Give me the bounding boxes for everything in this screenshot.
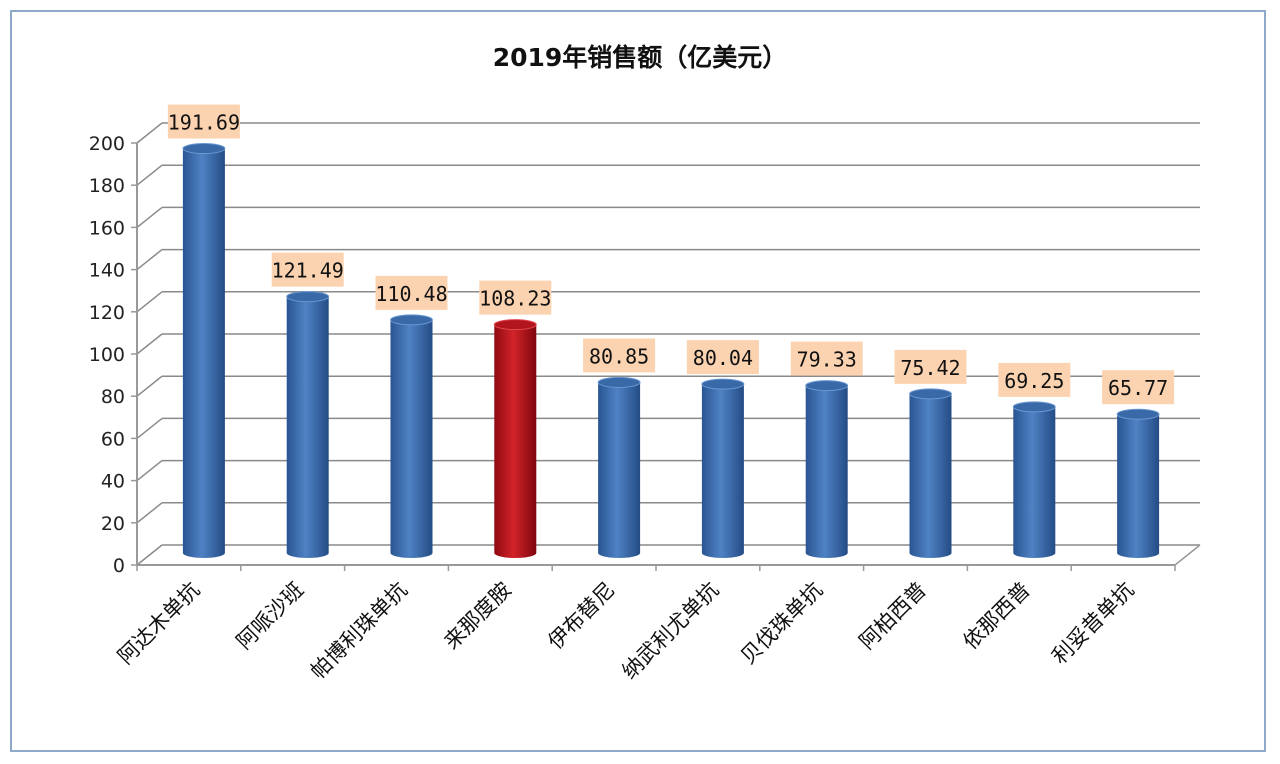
x-category-label: 阿哌沙班 bbox=[232, 578, 308, 654]
bar-body bbox=[390, 319, 433, 558]
x-category-label: 来那度胺 bbox=[439, 578, 515, 654]
bar-top bbox=[805, 380, 849, 392]
bar bbox=[1012, 401, 1056, 558]
gridline-diagonal bbox=[136, 544, 163, 566]
data-label-background bbox=[583, 338, 656, 373]
bar bbox=[701, 378, 745, 558]
bar-body bbox=[701, 384, 744, 558]
bar-body bbox=[1117, 414, 1160, 558]
bar-top bbox=[286, 291, 330, 303]
bar-top bbox=[909, 388, 952, 400]
data-label: 110.48 bbox=[375, 282, 447, 306]
gridline-diagonal bbox=[136, 460, 163, 482]
data-label-background bbox=[998, 362, 1071, 397]
gridline-diagonal bbox=[136, 417, 163, 439]
gridline-diagonal bbox=[136, 164, 163, 186]
bar-body bbox=[494, 324, 537, 558]
bar-top bbox=[597, 376, 641, 388]
y-tick-label: 120 bbox=[89, 302, 125, 324]
bar bbox=[493, 319, 537, 558]
data-label: 79.33 bbox=[797, 348, 857, 372]
y-tick-label: 20 bbox=[101, 513, 125, 535]
x-category-label: 纳武利尤单抗 bbox=[617, 578, 723, 684]
gridline-diagonal bbox=[136, 122, 163, 144]
bar bbox=[182, 143, 226, 558]
bar-top bbox=[1012, 401, 1056, 413]
chart-title: 2019年销售额（亿美元） bbox=[492, 43, 788, 72]
bar bbox=[597, 376, 641, 558]
bar-body bbox=[909, 393, 952, 558]
x-category-label: 伊布替尼 bbox=[543, 578, 619, 654]
y-tick-label: 40 bbox=[101, 471, 125, 493]
gridline-diagonal bbox=[136, 206, 163, 228]
gridline-diagonal bbox=[136, 502, 163, 524]
bar-body bbox=[182, 148, 225, 558]
gridline-diagonal bbox=[136, 375, 163, 397]
gridline-diagonal bbox=[136, 333, 163, 355]
bar-top bbox=[182, 143, 226, 155]
data-label: 121.49 bbox=[272, 259, 344, 283]
bar-body bbox=[598, 382, 641, 558]
x-category-label: 阿达木单抗 bbox=[113, 578, 204, 669]
bar bbox=[805, 380, 849, 558]
y-tick-label: 60 bbox=[101, 428, 125, 450]
gridline-diagonal bbox=[136, 291, 163, 313]
y-tick-label: 180 bbox=[89, 175, 125, 197]
data-label: 191.69 bbox=[168, 111, 240, 135]
data-label: 80.04 bbox=[693, 346, 753, 370]
x-category-label: 阿柏西普 bbox=[855, 578, 931, 654]
x-category-label: 贝伐珠单抗 bbox=[736, 578, 827, 669]
data-label-background bbox=[479, 280, 552, 315]
gridline-diagonal bbox=[136, 249, 163, 271]
bar-top bbox=[390, 314, 433, 326]
data-label: 65.77 bbox=[1108, 376, 1168, 400]
bar-top bbox=[1116, 408, 1160, 420]
bar bbox=[909, 388, 952, 558]
data-label: 108.23 bbox=[479, 287, 551, 311]
bar-body bbox=[1013, 406, 1056, 558]
y-tick-label: 0 bbox=[113, 555, 125, 577]
data-label-background bbox=[1102, 370, 1175, 405]
floor-edge bbox=[1174, 544, 1201, 566]
data-label: 69.25 bbox=[1004, 369, 1064, 393]
bar bbox=[286, 291, 330, 558]
y-tick-label: 80 bbox=[101, 386, 125, 408]
y-tick-label: 100 bbox=[89, 344, 125, 366]
x-category-label: 利妥昔单抗 bbox=[1047, 578, 1138, 669]
bar bbox=[1116, 408, 1160, 558]
chart-frame bbox=[10, 10, 1266, 752]
bar-body bbox=[286, 296, 329, 558]
data-label-background bbox=[894, 349, 967, 384]
y-tick-label: 200 bbox=[89, 133, 125, 155]
data-label-background bbox=[167, 104, 240, 139]
x-category-label: 帕博利珠单抗 bbox=[306, 578, 412, 684]
data-label: 80.85 bbox=[589, 344, 649, 368]
bar-top bbox=[493, 319, 537, 331]
x-category-label: 依那西普 bbox=[958, 578, 1034, 654]
bar-body bbox=[805, 385, 848, 558]
data-label-background bbox=[686, 340, 759, 375]
bar bbox=[390, 314, 433, 558]
data-label: 75.42 bbox=[900, 356, 960, 380]
data-label-background bbox=[271, 252, 344, 287]
data-label-background bbox=[375, 275, 448, 310]
y-tick-label: 140 bbox=[89, 260, 125, 282]
data-label-background bbox=[790, 341, 863, 376]
y-tick-label: 160 bbox=[89, 217, 125, 239]
bar-top bbox=[701, 378, 745, 390]
